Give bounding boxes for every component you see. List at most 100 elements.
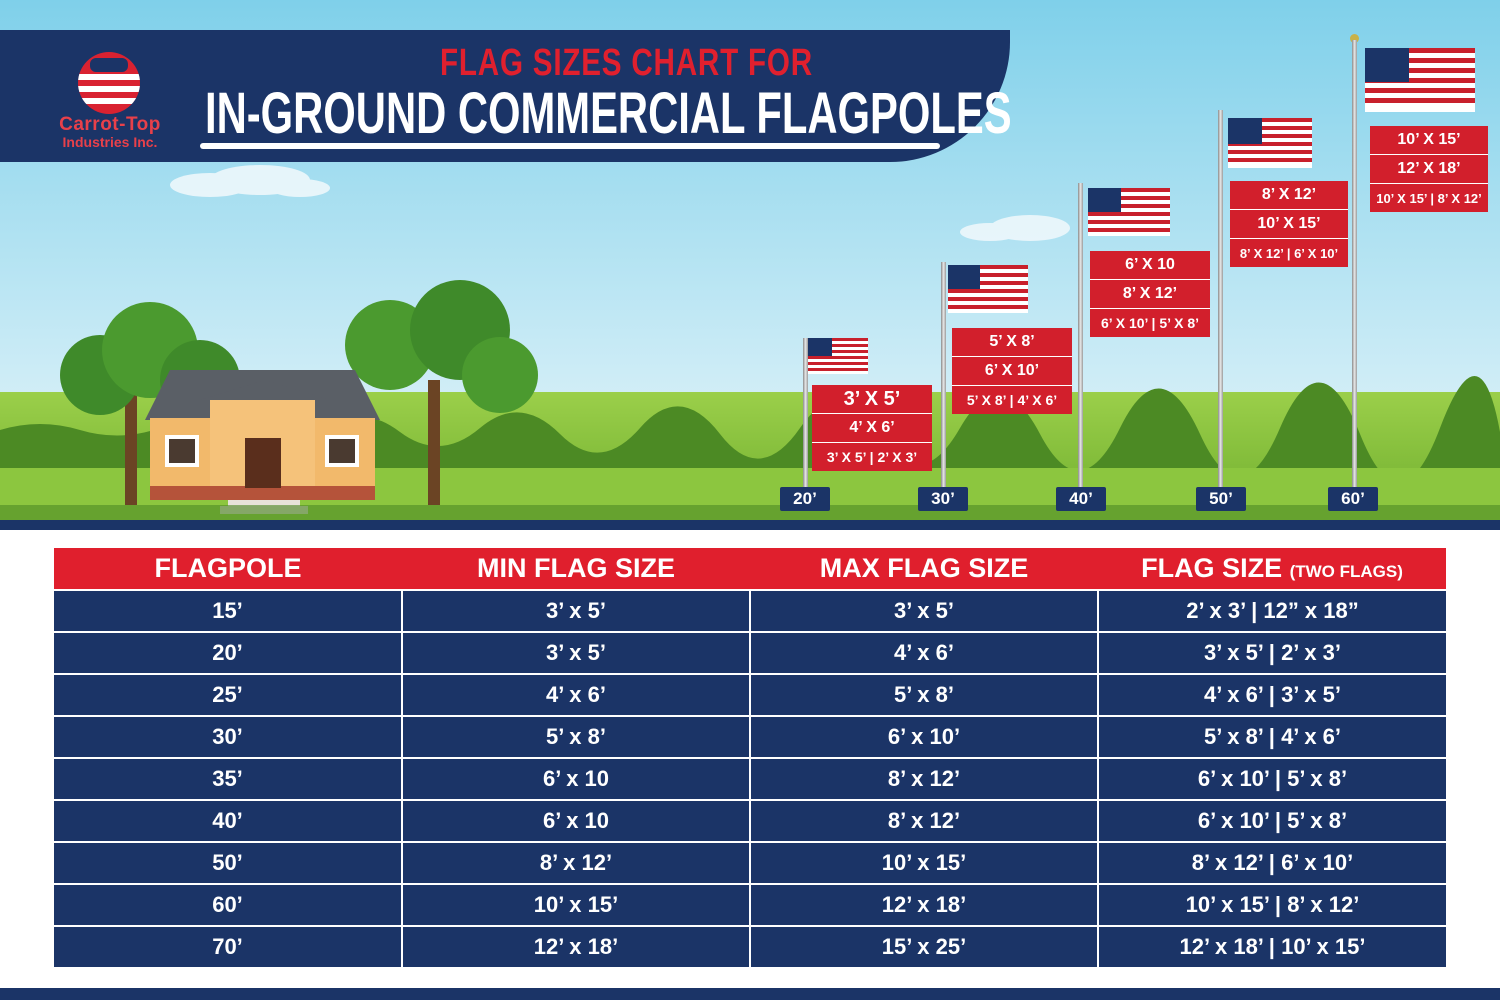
us-flag-icon [1088,188,1170,236]
size-secondary: 10’ X 15’ [1230,209,1348,238]
table-cell: 4’ x 6’ [749,631,1099,675]
header-two-flags: FLAG SIZE (TWO FLAGS) [1098,548,1446,590]
table-cell: 3’ x 5’ [401,631,751,675]
table-cell: 5’ x 8’ | 4’ x 6’ [1097,715,1446,759]
size-box-30: 5’ X 8’ 6’ X 10’ 5’ X 8’ | 4’ X 6’ [952,328,1072,414]
header-min-size: MIN FLAG SIZE [402,548,750,590]
size-primary: 3’ X 5’ [843,387,901,410]
table-row: 35’ 6’ x 10 8’ x 12’ 6’ x 10’ | 5’ x 8’ [54,757,1446,801]
height-label-30: 30’ [918,487,968,511]
table-cell: 5’ x 8’ [749,673,1099,717]
table-cell: 4’ x 6’ | 3’ x 5’ [1097,673,1446,717]
logo-subname: Industries Inc. [62,134,158,150]
flagpole-20 [803,338,808,488]
table-cell: 12’ x 18’ [749,883,1099,927]
header-label: FLAG SIZE [1141,553,1283,583]
table-cell: 3’ x 5’ | 2’ x 3’ [1097,631,1446,675]
table-cell: 12’ x 18’ | 10’ x 15’ [1097,925,1446,969]
size-two-flags: 10’ X 15’ | 8’ X 12’ [1370,183,1488,212]
table-row: 30’ 5’ x 8’ 6’ x 10’ 5’ x 8’ | 4’ x 6’ [54,715,1446,759]
title-banner [0,30,1010,162]
table-cell: 6’ x 10’ [749,715,1099,759]
table-cell: 2’ x 3’ | 12” x 18” [1097,589,1446,633]
table-cell: 3’ x 5’ [401,589,751,633]
table-cell: 12’ x 18’ [401,925,751,969]
us-flag-icon [948,265,1028,313]
us-flag-icon [1365,48,1475,112]
table-header-row: FLAGPOLE MIN FLAG SIZE MAX FLAG SIZE FLA… [54,548,1446,590]
table-cell: 10’ x 15’ | 8’ x 12’ [1097,883,1446,927]
height-label-40: 40’ [1056,487,1106,511]
table-cell: 70’ [54,925,403,969]
size-box-60: 10’ X 15’ 12’ X 18’ 10’ X 15’ | 8’ X 12’ [1370,126,1488,212]
size-two-flags: 6’ X 10’ | 5’ X 8’ [1090,308,1210,337]
size-primary: 5’ X 8’ [989,333,1035,350]
table-cell: 25’ [54,673,403,717]
us-flag-icon [1228,118,1312,168]
size-secondary: 6’ X 10’ [952,356,1072,385]
size-box-40: 6’ X 10 8’ X 12’ 6’ X 10’ | 5’ X 8’ [1090,251,1210,337]
size-box-50: 8’ X 12’ 10’ X 15’ 8’ X 12’ | 6’ X 10’ [1230,181,1348,267]
height-label-50: 50’ [1196,487,1246,511]
table-row: 25’ 4’ x 6’ 5’ x 8’ 4’ x 6’ | 3’ x 5’ [54,673,1446,717]
table-cell: 40’ [54,799,403,843]
table-row: 50’ 8’ x 12’ 10’ x 15’ 8’ x 12’ | 6’ x 10’ [54,841,1446,885]
page-title: IN-GROUND COMMERCIAL FLAGPOLES [205,81,1012,146]
size-box-20: 3’ X 5’ 4’ X 6’ 3’ X 5’ | 2’ X 3’ [812,385,932,471]
table-cell: 30’ [54,715,403,759]
title-underline [200,143,940,149]
logo-name: Carrot-Top [59,114,161,135]
table-cell: 20’ [54,631,403,675]
size-primary: 10’ X 15’ [1397,131,1461,148]
size-primary: 6’ X 10 [1125,256,1175,273]
table-cell: 50’ [54,841,403,885]
height-label-60: 60’ [1328,487,1378,511]
table-cell: 3’ x 5’ [749,589,1099,633]
footer-band [0,988,1500,1000]
table-cell: 10’ x 15’ [401,883,751,927]
flagpole-40 [1078,183,1083,488]
table-cell: 6’ x 10’ | 5’ x 8’ [1097,799,1446,843]
header-flagpole: FLAGPOLE [54,548,402,590]
size-secondary: 4’ X 6’ [812,413,932,442]
table-cell: 35’ [54,757,403,801]
company-logo: Carrot-Top Industries Inc. [30,40,190,150]
logo-emblem-icon [78,52,140,114]
table-row: 20’ 3’ x 5’ 4’ x 6’ 3’ x 5’ | 2’ x 3’ [54,631,1446,675]
size-primary: 8’ X 12’ [1261,186,1317,203]
table-cell: 6’ x 10 [401,757,751,801]
table-cell: 5’ x 8’ [401,715,751,759]
header-label: MIN FLAG SIZE [477,553,675,583]
size-two-flags: 8’ X 12’ | 6’ X 10’ [1230,238,1348,267]
table-row: 60’ 10’ x 15’ 12’ x 18’ 10’ x 15’ | 8’ x 12… [54,883,1446,927]
table-cell: 15’ x 25’ [749,925,1099,969]
size-secondary: 8’ X 12’ [1090,279,1210,308]
table-cell: 8’ x 12’ [401,841,751,885]
flagpole-50 [1218,110,1223,488]
table-cell: 6’ x 10’ | 5’ x 8’ [1097,757,1446,801]
table-row: 40’ 6’ x 10 8’ x 12’ 6’ x 10’ | 5’ x 8’ [54,799,1446,843]
flag-size-table: FLAGPOLE MIN FLAG SIZE MAX FLAG SIZE FLA… [54,548,1446,969]
size-secondary: 12’ X 18’ [1370,154,1488,183]
height-label-20: 20’ [780,487,830,511]
table-cell: 10’ x 15’ [749,841,1099,885]
title-line-1: FLAG SIZES CHART FOR [440,42,813,84]
table-cell: 15’ [54,589,403,633]
table-cell: 4’ x 6’ [401,673,751,717]
table-row: 15’ 3’ x 5’ 3’ x 5’ 2’ x 3’ | 12” x 18” [54,589,1446,633]
us-flag-icon [808,338,868,374]
flagpole-30 [941,262,946,488]
pole-finial [1350,34,1359,43]
header-label: FLAGPOLE [154,553,302,583]
flagpole-60 [1352,40,1357,488]
section-divider [0,520,1500,530]
size-two-flags: 3’ X 5’ | 2’ X 3’ [812,442,932,471]
size-two-flags: 5’ X 8’ | 4’ X 6’ [952,385,1072,414]
header-note: (TWO FLAGS) [1289,562,1403,581]
table-cell: 8’ x 12’ | 6’ x 10’ [1097,841,1446,885]
table-cell: 60’ [54,883,403,927]
table-cell: 6’ x 10 [401,799,751,843]
table-cell: 8’ x 12’ [749,757,1099,801]
table-row: 70’ 12’ x 18’ 15’ x 25’ 12’ x 18’ | 10’ x 1… [54,925,1446,969]
